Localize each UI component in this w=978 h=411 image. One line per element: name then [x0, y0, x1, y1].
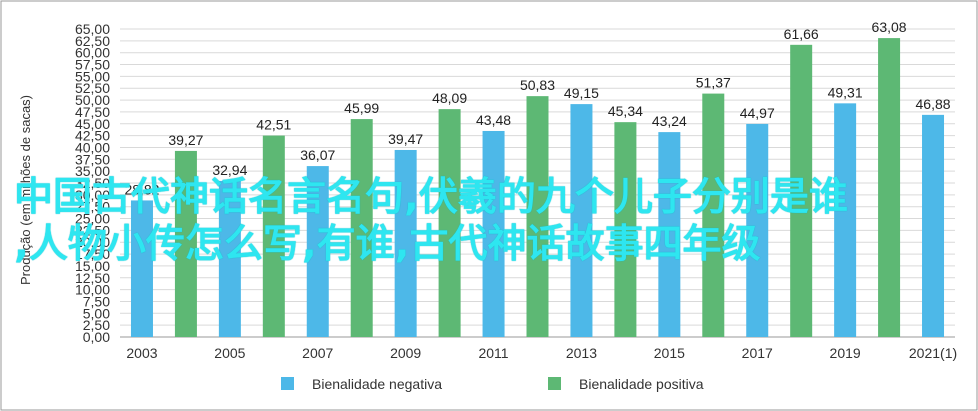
y-tick-label: 37,50	[75, 151, 110, 167]
bar-positiva	[614, 122, 637, 337]
y-tick-label: 10,00	[75, 282, 110, 298]
y-tick-label: 30,00	[75, 187, 110, 203]
bar-positiva	[702, 93, 725, 337]
bar-negativa	[482, 130, 505, 337]
y-tick-label: 27,50	[75, 199, 110, 215]
data-label: 39,27	[168, 132, 203, 148]
legend-swatch	[548, 377, 561, 390]
bar-negativa	[218, 180, 241, 337]
y-tick-label: 12,50	[75, 270, 110, 286]
bar-positiva	[350, 119, 373, 337]
bar-negativa	[834, 103, 857, 337]
x-tick-label: 2021(1)	[909, 345, 957, 361]
y-tick-label: 5,00	[83, 305, 110, 321]
data-label: 48,09	[432, 90, 467, 106]
y-tick-label: 15,00	[75, 258, 110, 274]
y-tick-label: 52,50	[75, 80, 110, 96]
bar-positiva	[526, 96, 549, 337]
bar-negativa	[570, 104, 593, 337]
x-tick-label: 2005	[214, 345, 245, 361]
data-label: 49,15	[564, 85, 599, 101]
bar-positiva	[262, 135, 285, 337]
overlay-text-line-2: ,人物小传怎么写,有谁,古代神话故事四年级	[14, 222, 761, 267]
bar-positiva	[878, 38, 901, 338]
data-labels: 28,82 32,94 36,07 39,47 43,48 49,15 43,24 44,97…	[124, 19, 950, 197]
legend-swatch	[281, 377, 294, 390]
legend: Bienalidade negativa Bienalidade positiva	[281, 376, 704, 392]
y-axis-label: Produção (em milhões de sacas)	[18, 95, 33, 285]
x-axis-ticks: 2003 2005 2007 2009 2011 2013 2015 2017 2019 2021…	[126, 345, 957, 361]
y-tick-label: 2,50	[83, 317, 110, 333]
data-label: 32,94	[212, 162, 247, 178]
y-tick-label: 17,50	[75, 246, 110, 262]
y-tick-label: 40,00	[75, 139, 110, 155]
data-label: 36,07	[300, 147, 335, 163]
y-tick-label: 62,50	[75, 33, 110, 49]
x-tick-label: 2013	[566, 345, 597, 361]
data-label: 49,31	[828, 84, 863, 100]
bars	[130, 38, 945, 338]
data-label: 43,48	[476, 112, 511, 128]
bar-negativa	[306, 166, 329, 337]
bar-negativa	[922, 114, 945, 337]
legend-label: Bienalidade positiva	[579, 376, 704, 392]
x-tick-label: 2007	[302, 345, 333, 361]
x-tick-label: 2011	[478, 345, 508, 361]
y-tick-label: 32,50	[75, 175, 110, 191]
data-label: 44,97	[740, 105, 775, 121]
data-label: 43,24	[652, 113, 687, 129]
overlay-text-line-1: 中国古代神话名言名句,伏羲的九个儿子分别是谁	[14, 175, 848, 220]
data-label: 51,37	[696, 75, 731, 91]
bar-negativa	[394, 149, 417, 337]
data-label: 61,66	[784, 26, 819, 42]
x-tick-label: 2019	[830, 345, 861, 361]
y-tick-label: 60,00	[75, 45, 110, 61]
data-label: 63,08	[872, 19, 907, 35]
x-tick-label: 2017	[742, 345, 773, 361]
y-tick-label: 25,00	[75, 211, 110, 227]
legend-label: Bienalidade negativa	[312, 376, 442, 392]
data-label: 42,51	[256, 117, 291, 133]
bar-positiva	[790, 44, 813, 337]
y-tick-label: 47,50	[75, 104, 110, 120]
bar-negativa	[658, 132, 681, 337]
y-tick-label: 42,50	[75, 128, 110, 144]
data-label: 28,82	[124, 181, 159, 197]
x-tick-label: 2015	[654, 345, 685, 361]
x-tick-label: 2003	[126, 345, 157, 361]
bar-negativa	[746, 123, 769, 338]
y-tick-label: 7,50	[83, 293, 110, 309]
y-tick-label: 22,50	[75, 222, 110, 238]
y-tick-label: 55,00	[75, 68, 110, 84]
y-tick-label: 0,00	[83, 329, 110, 345]
y-tick-label: 57,50	[75, 57, 110, 73]
data-label: 45,34	[608, 103, 643, 119]
bar-negativa	[130, 200, 153, 337]
y-tick-label: 65,00	[75, 21, 110, 37]
data-label: 50,83	[520, 77, 555, 93]
y-tick-label: 20,00	[75, 234, 110, 250]
bar-positiva	[438, 109, 461, 338]
bar-positiva	[174, 150, 197, 337]
y-tick-label: 45,00	[75, 116, 110, 132]
y-tick-label: 35,00	[75, 163, 110, 179]
x-tick-label: 2009	[390, 345, 421, 361]
data-label: 39,47	[388, 131, 423, 147]
data-label: 45,99	[344, 100, 379, 116]
y-axis-ticks: 0,002,505,007,5010,0012,5015,0017,5020,0…	[75, 21, 110, 345]
data-label: 46,88	[916, 96, 951, 112]
y-tick-label: 50,00	[75, 92, 110, 108]
